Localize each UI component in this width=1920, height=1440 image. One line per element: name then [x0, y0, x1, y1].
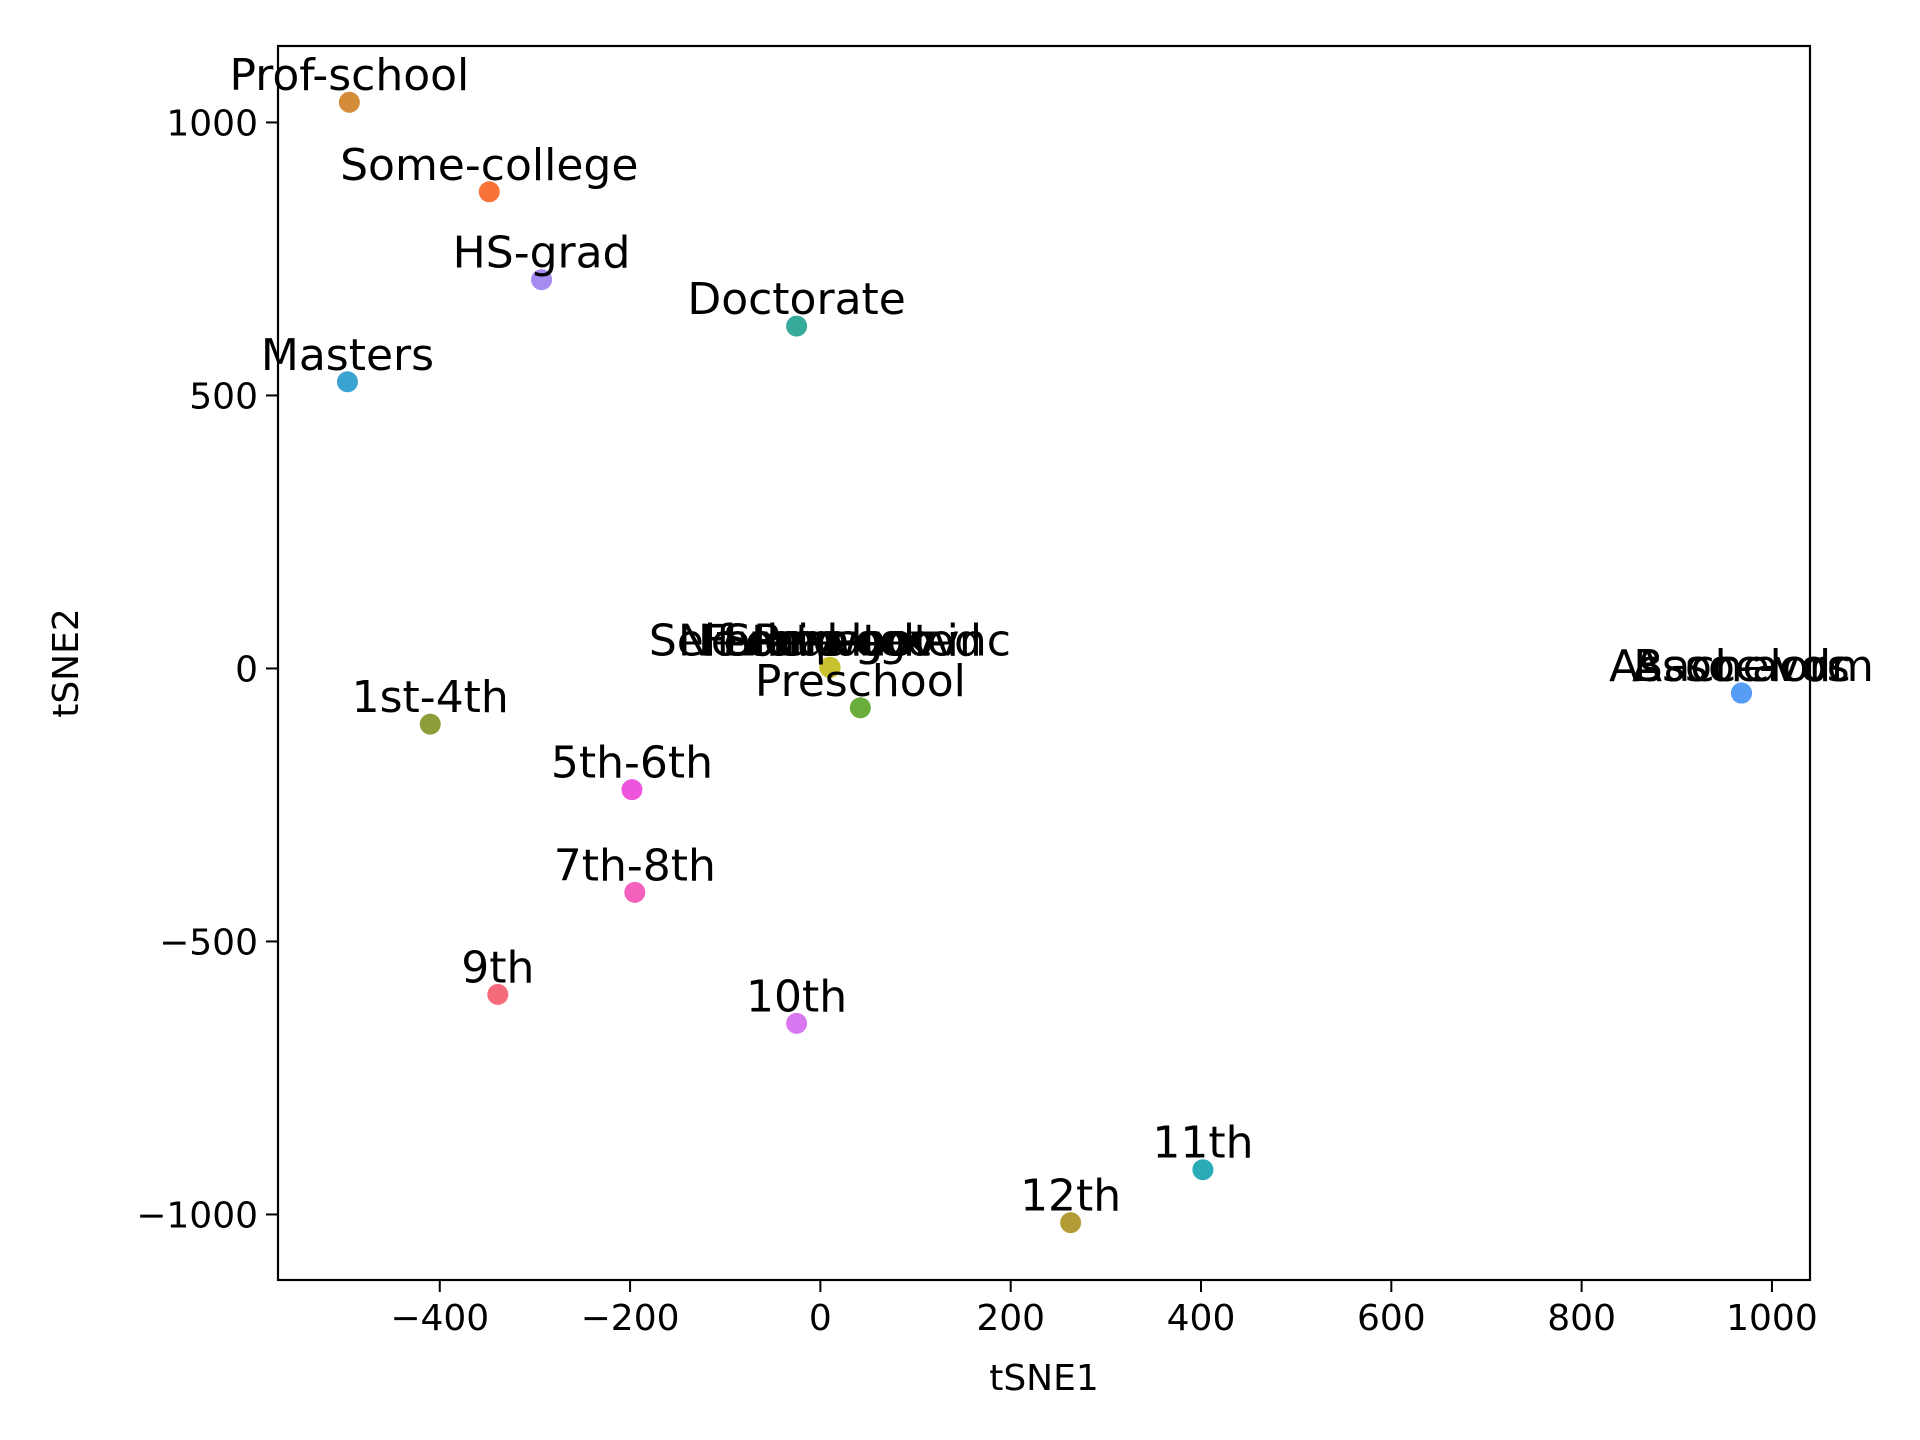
data-point [531, 269, 553, 291]
point-label: Federal-gov [700, 615, 959, 666]
point-label: 12th [1020, 1171, 1121, 1222]
point-label: State-gov [723, 615, 936, 666]
x-tick-label: 400 [1167, 1298, 1236, 1339]
point-label: 11th [1152, 1118, 1253, 1169]
point-label: Self-emp-not-inc [649, 615, 1011, 666]
y-tick-label: 500 [189, 376, 258, 417]
plot-frame [276, 44, 1812, 1282]
point-labels: Prof-school Some-college HS-grad Doctorate M… [229, 50, 1873, 1221]
point-label: Assoc-acdm [1609, 641, 1874, 692]
data-point [1060, 1212, 1082, 1234]
x-tick-label: 200 [976, 1298, 1045, 1339]
point-label: Local-gov [724, 615, 935, 666]
data-point [487, 983, 509, 1005]
data-point [624, 881, 646, 903]
point-label: 10th [746, 971, 847, 1022]
x-axis-label: tSNE1 [989, 1358, 1099, 1399]
data-point [621, 779, 643, 801]
point-label: Prof-school [229, 50, 469, 101]
point-label: Private [753, 615, 906, 666]
x-tick-label: 0 [809, 1298, 832, 1339]
data-point [338, 91, 360, 113]
point-label: Some-college [340, 140, 638, 191]
data-point [819, 656, 841, 678]
x-tick-label: −200 [581, 1298, 680, 1339]
point-label: Masters [261, 330, 434, 381]
y-tick-label: 0 [235, 649, 258, 690]
point-label: Assoc-voc [1632, 641, 1851, 692]
x-tick-label: 800 [1547, 1298, 1616, 1339]
y-tick-label: −1000 [136, 1195, 258, 1236]
data-point [419, 713, 441, 735]
data-point [786, 1012, 808, 1034]
point-label: HS-grad [453, 228, 631, 279]
x-tick-label: −400 [390, 1298, 489, 1339]
x-tick-label: 600 [1357, 1298, 1426, 1339]
y-axis: −1000 −500 0 500 1000 [136, 103, 278, 1236]
data-point [849, 697, 871, 719]
data-point [1730, 682, 1752, 704]
point-label: Preschool [755, 656, 966, 707]
data-point [1192, 1159, 1214, 1181]
point-label: 7th-8th [554, 840, 716, 891]
point-label: 1st-4th [352, 672, 509, 723]
point-label: Bachelors [1633, 641, 1849, 692]
y-tick-label: 1000 [166, 103, 258, 144]
x-axis: −400 −200 0 200 400 600 800 1000 [390, 1280, 1818, 1339]
data-point [478, 181, 500, 203]
point-label: Doctorate [687, 274, 906, 325]
point-label: Never-worked [678, 615, 982, 666]
point-label: 9th [461, 942, 534, 993]
y-tick-label: −500 [159, 922, 258, 963]
data-point [336, 371, 358, 393]
data-point [786, 315, 808, 337]
y-axis-label: tSNE2 [46, 608, 87, 718]
data-points [336, 91, 1752, 1234]
point-label: 5th-6th [551, 738, 713, 789]
x-tick-label: 1000 [1726, 1298, 1818, 1339]
